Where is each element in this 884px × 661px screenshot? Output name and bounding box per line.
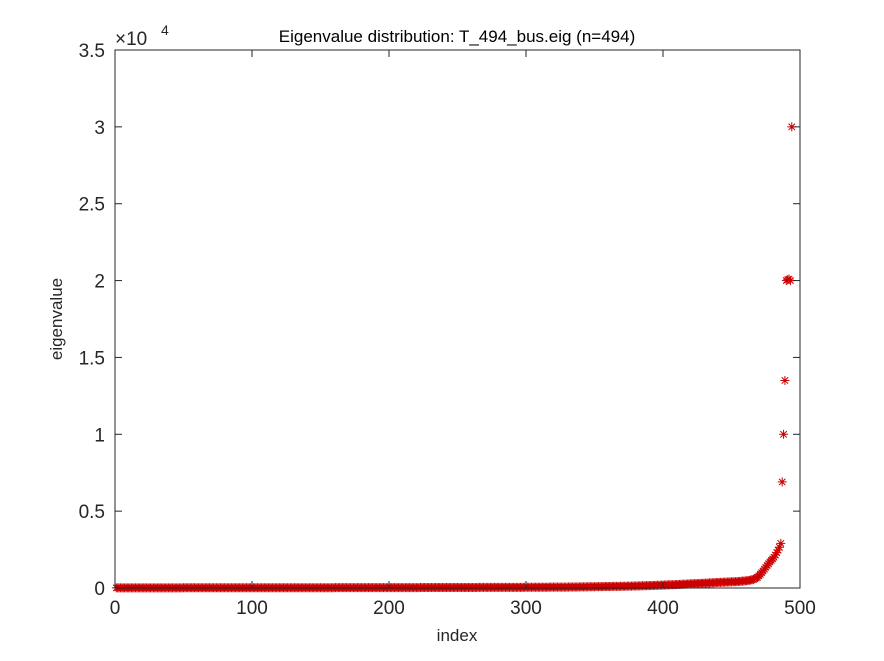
x-tick-label: 200 [373,598,405,619]
x-axis-label: index [437,626,478,645]
chart-title: Eigenvalue distribution: T_494_bus.eig (… [279,27,635,46]
y-tick-label: 2 [94,272,105,293]
x-tick-label: 0 [110,598,121,619]
y-tick-label: 0.5 [79,502,105,523]
data-point [780,375,790,385]
y-axis-label: eigenvalue [47,278,66,360]
data-point [773,545,783,555]
y-tick-label: 3.5 [79,41,105,62]
data-point [787,122,797,132]
x-tick-label: 300 [510,598,542,619]
y-tick-label: 3 [94,118,105,139]
x-tick-label: 400 [647,598,679,619]
y-tick-label: 0 [94,579,105,600]
data-point [774,542,784,552]
data-point [769,552,779,562]
data-point [776,538,786,548]
data-point [779,429,789,439]
y-tick-label: 1.5 [79,348,105,369]
data-point [772,548,782,558]
x-tick-label: 100 [236,598,268,619]
y-exponent-base: ×10 [115,29,147,50]
data-point [785,276,795,286]
x-tick-label: 500 [784,598,816,619]
y-tick-label: 2.5 [79,195,105,216]
data-point [770,550,780,560]
plot-frame [114,49,801,589]
y-exponent-power: 4 [161,22,169,38]
data-point [777,477,787,487]
y-tick-label: 1 [94,425,105,446]
axis-ticks: 0 100 200 300 400 500 0 0.5 1 1.5 2 2.5 3 3.5 [79,41,816,619]
